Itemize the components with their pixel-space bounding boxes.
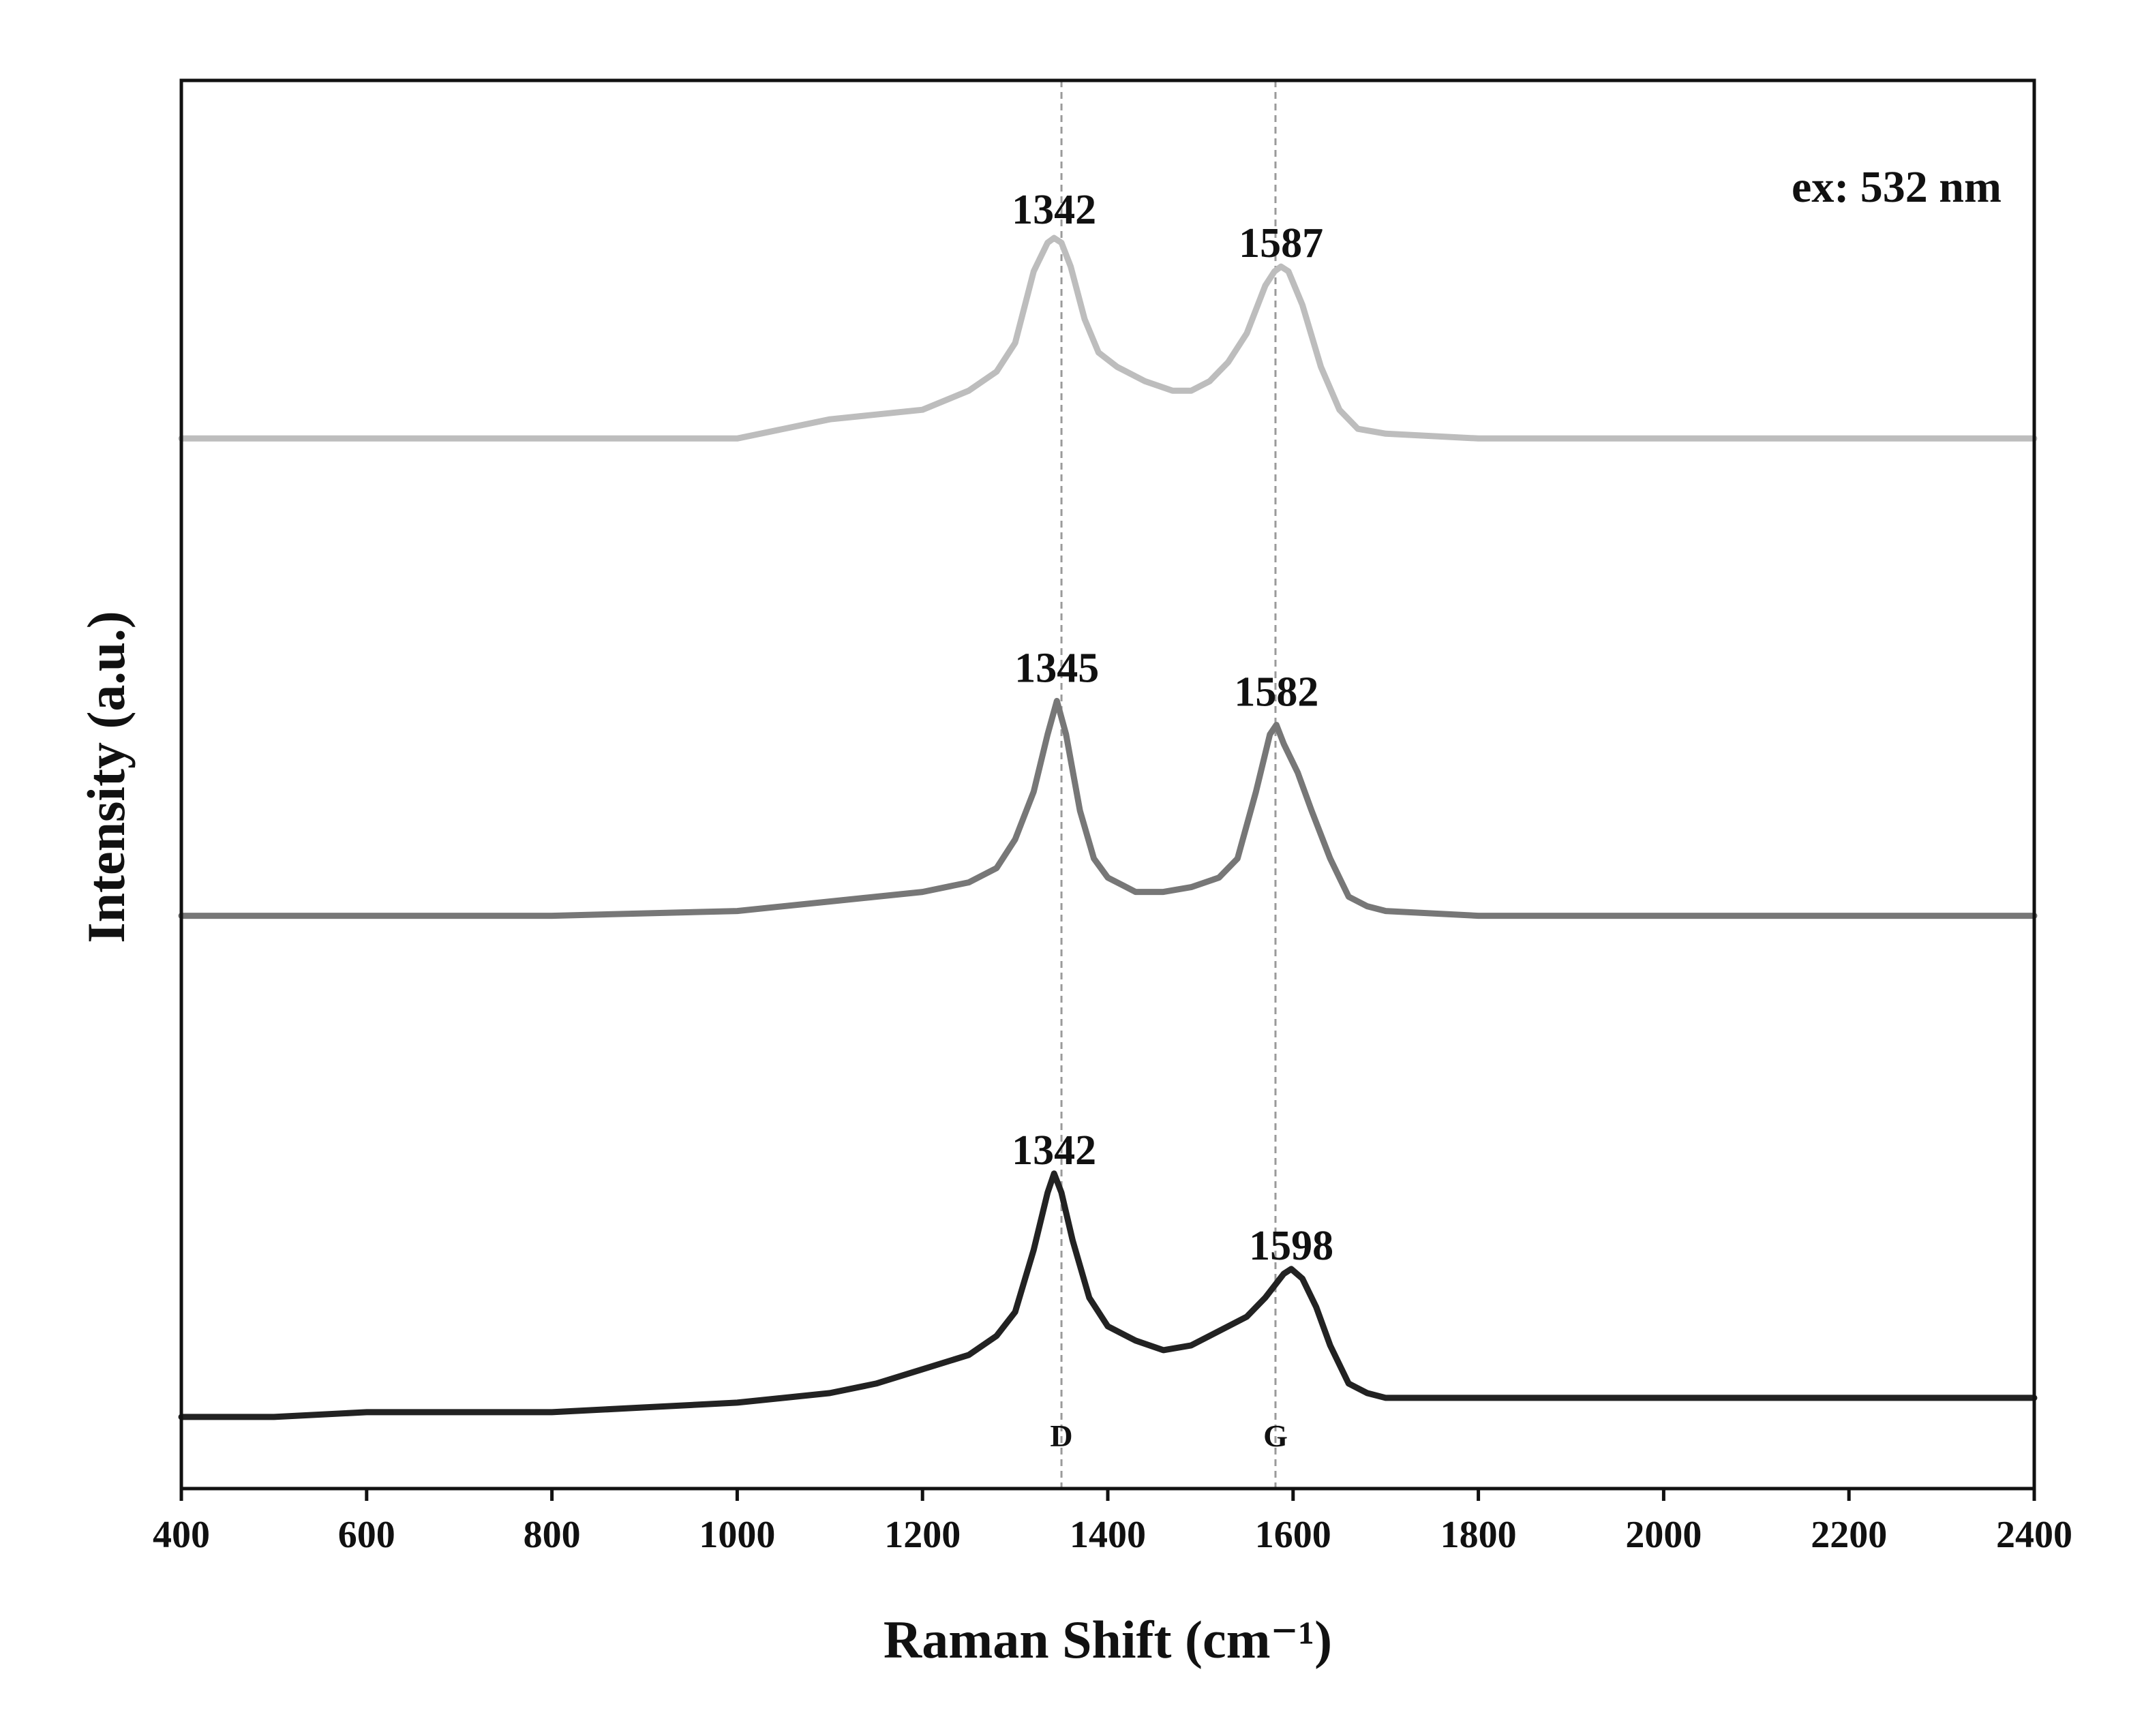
x-tick-label: 2200: [1811, 1514, 1887, 1556]
reference-label-g: G: [1263, 1418, 1288, 1453]
x-tick-label: 1800: [1440, 1514, 1517, 1556]
peak-label-2-1: 1345: [1014, 645, 1099, 691]
peak-label-3-1: 1342: [1012, 1127, 1096, 1174]
x-axis-ticks: 400 600 800 1000 1200 1400 1600 1800 2000 2200 240…: [153, 1489, 2072, 1556]
peak-label-1-1: 1342: [1012, 187, 1096, 233]
x-tick-label: 400: [153, 1514, 210, 1556]
x-axis-title: Raman Shift (cm⁻¹): [884, 1610, 1332, 1669]
x-tick-label: 1600: [1255, 1514, 1331, 1556]
x-tick-label: 600: [338, 1514, 395, 1556]
peak-labels: 1342 1587 1345 1582 1342 1598: [1012, 187, 1333, 1269]
y-axis-title: Intensity (a.u.): [76, 611, 136, 943]
annotation-label: ex: 532 nm: [1792, 162, 2002, 212]
peak-label-1-2: 1587: [1239, 220, 1323, 267]
series-group: [178, 234, 2038, 1420]
peak-label-3-2: 1598: [1249, 1223, 1333, 1269]
peak-label-2-2: 1582: [1234, 669, 1318, 715]
series-line-1: [178, 234, 2038, 442]
reference-label-d: D: [1050, 1418, 1072, 1453]
x-tick-label: 1200: [884, 1514, 961, 1556]
x-tick-label: 2000: [1625, 1514, 1702, 1556]
series-line-2: [178, 697, 2038, 919]
x-tick-label: 1000: [699, 1514, 775, 1556]
x-tick-label: 800: [524, 1514, 581, 1556]
series-line-3: [178, 1170, 2038, 1420]
x-tick-label: 1400: [1070, 1514, 1146, 1556]
x-tick-label: 2400: [1996, 1514, 2072, 1556]
